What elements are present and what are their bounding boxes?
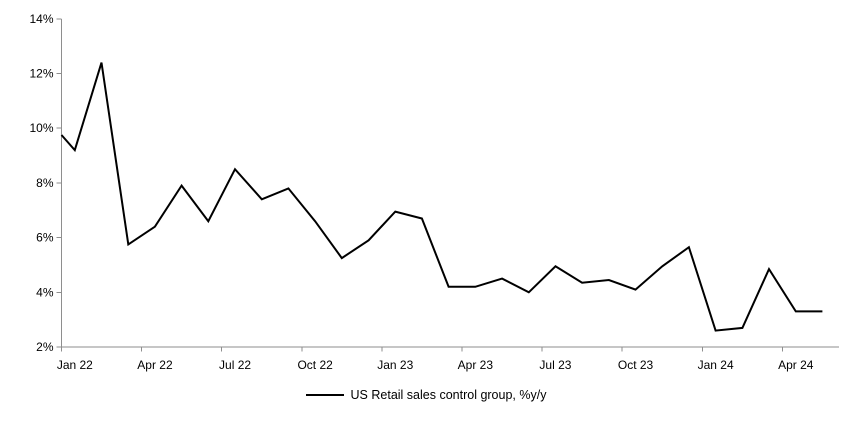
x-tick-label: Apr 22	[137, 358, 173, 372]
legend-label: US Retail sales control group, %y/y	[350, 388, 547, 402]
x-tick-label: Jul 22	[219, 358, 251, 372]
x-tick-label: Oct 23	[618, 358, 654, 372]
x-tick-label: Jan 23	[377, 358, 413, 372]
y-tick-label: 8%	[36, 176, 54, 190]
y-tick-label: 10%	[29, 121, 53, 135]
x-tick-label: Oct 22	[297, 358, 333, 372]
y-tick-label: 2%	[36, 340, 54, 354]
y-tick-label: 14%	[29, 12, 53, 26]
x-tick-label: Apr 23	[458, 358, 494, 372]
y-tick-label: 12%	[29, 67, 53, 81]
x-tick-label: Jan 24	[698, 358, 734, 372]
series-line-retail-control-group	[60, 62, 823, 332]
y-tick-label: 6%	[36, 231, 54, 245]
x-tick-label: Jan 22	[57, 358, 93, 372]
x-tick-label: Apr 24	[778, 358, 814, 372]
legend-line-swatch	[305, 394, 344, 396]
legend: US Retail sales control group, %y/y	[0, 388, 852, 402]
x-tick-label: Jul 23	[539, 358, 571, 372]
y-tick-label: 4%	[36, 285, 54, 299]
